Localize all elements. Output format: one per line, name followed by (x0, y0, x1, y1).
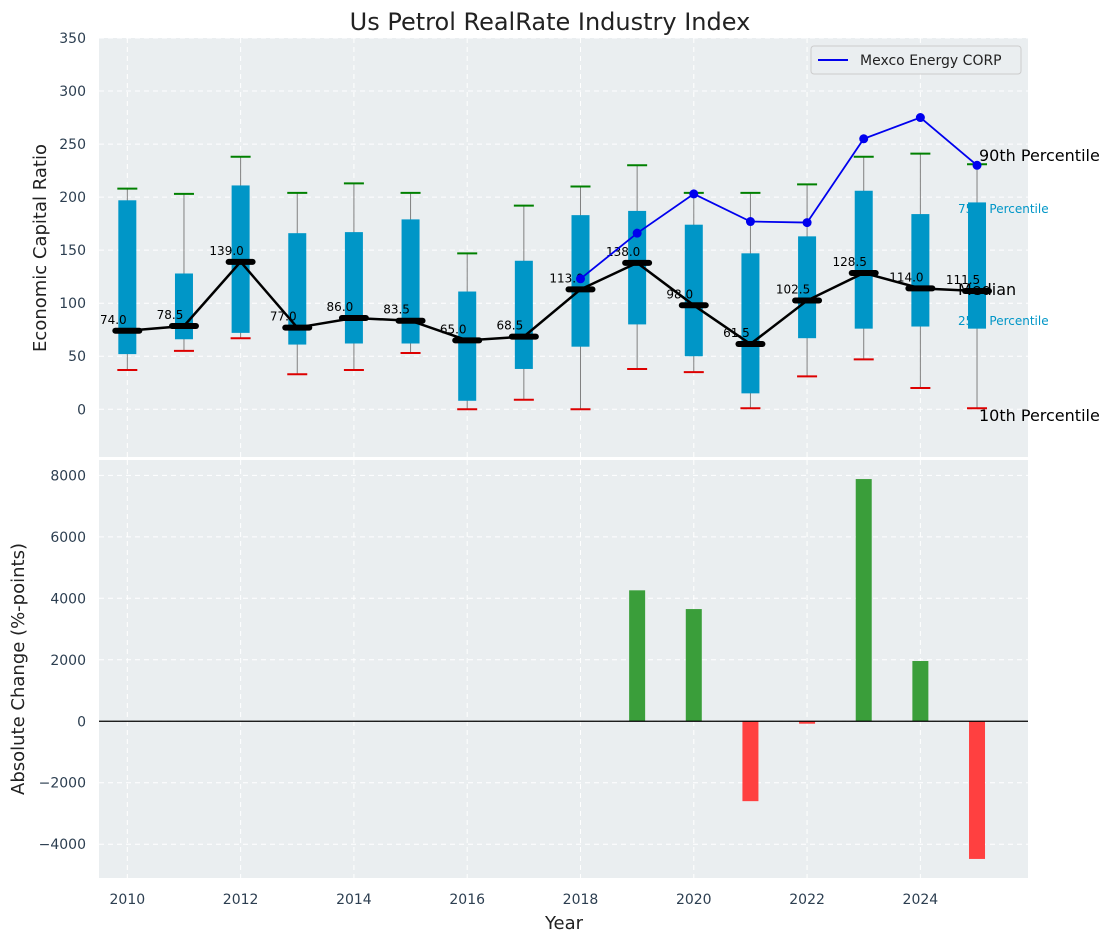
x-tick-label: 2024 (903, 892, 939, 908)
company-point (745, 217, 755, 227)
top-y-tick-label: 50 (68, 349, 86, 365)
iqr-box (344, 232, 363, 344)
company-series (575, 113, 982, 284)
median-value-label: 65.0 (440, 322, 467, 336)
median-value-label: 77.0 (270, 310, 297, 324)
company-point (972, 160, 982, 170)
company-point (915, 113, 925, 123)
company-point (859, 134, 869, 144)
company-point (632, 228, 642, 238)
company-line (579, 116, 978, 280)
median-value-label: 102.5 (776, 283, 810, 297)
top-y-axis-label: Economic Capital Ratio (30, 144, 51, 352)
bottom-panel-background (99, 460, 1028, 878)
median-annotation: Median (958, 280, 1016, 299)
bottom-y-ticks: −4000 −2000 0 2000 4000 6000 8000 (39, 468, 86, 853)
iqr-box (514, 260, 533, 369)
bottom-y-tick-label: 6000 (50, 530, 86, 546)
x-axis-label: Year (544, 913, 584, 934)
median-value-label: 74.0 (100, 313, 127, 327)
x-tick-label: 2016 (449, 892, 485, 908)
top-y-tick-label: 300 (59, 84, 86, 100)
median-value-label: 139.0 (209, 244, 243, 258)
legend-entry-company: Mexco Energy CORP (860, 53, 1002, 69)
iqr-box (854, 190, 873, 329)
bottom-y-tick-label: 0 (77, 714, 86, 730)
bottom-y-tick-label: −4000 (39, 837, 86, 853)
top-y-tick-label: 200 (59, 190, 86, 206)
change-bar (969, 721, 986, 859)
top-y-tick-label: 0 (77, 402, 86, 418)
chart-title: Us Petrol RealRate Industry Index (350, 8, 751, 36)
legend-frame (810, 45, 1022, 75)
bottom-y-tick-label: −2000 (39, 776, 86, 792)
bottom-y-axis-label: Absolute Change (%-points) (8, 543, 29, 795)
p10-annotation: 10th Percentile (979, 406, 1100, 425)
change-bar (742, 721, 759, 802)
iqr-box (741, 253, 760, 394)
median-value-label: 113.0 (549, 271, 583, 285)
top-y-tick-label: 350 (59, 31, 86, 47)
median-value-label: 83.5 (383, 303, 410, 317)
median-value-label: 128.5 (833, 255, 867, 269)
p75-annotation: 75th Percentile (958, 202, 1049, 216)
median-value-label: 61.5 (723, 326, 750, 340)
bottom-y-tick-label: 4000 (50, 591, 86, 607)
iqr-box (628, 210, 647, 325)
bottom-y-tick-label: 2000 (50, 653, 86, 669)
top-y-tick-label: 150 (59, 243, 86, 259)
company-point (689, 189, 699, 199)
x-tick-label: 2022 (789, 892, 825, 908)
median-line (127, 259, 978, 346)
change-bar (799, 721, 816, 724)
median-value-label: 138.0 (606, 245, 640, 259)
company-point (802, 218, 812, 228)
iqr-box (288, 233, 307, 345)
x-ticks: 2010 2012 2014 2016 2018 2020 2022 2024 (110, 892, 939, 908)
x-tick-label: 2010 (110, 892, 146, 908)
x-tick-label: 2018 (563, 892, 599, 908)
median-value-label: 111.5 (946, 273, 980, 287)
iqr-box (798, 236, 817, 339)
median-series: 74.0 78.5 139.0 77.0 86.0 83.5 65.0 68.5 113.0 13… (100, 244, 993, 348)
top-y-tick-label: 250 (59, 137, 86, 153)
percentile-annotations: 90th Percentile 75th Percentile Median 2… (958, 146, 1100, 425)
median-value-label: 86.0 (327, 300, 354, 314)
change-bar (912, 661, 929, 722)
iqr-box (458, 291, 477, 401)
top-boxplots (117, 152, 988, 411)
iqr-box (174, 273, 193, 340)
bottom-y-tick-label: 8000 (50, 468, 86, 484)
x-tick-label: 2014 (336, 892, 372, 908)
x-tick-label: 2020 (676, 892, 712, 908)
median-value-label: 78.5 (157, 308, 184, 322)
change-bar (629, 590, 646, 722)
iqr-box (118, 200, 137, 355)
top-panel-background (99, 38, 1028, 457)
median-value-label: 114.0 (889, 270, 923, 284)
p25-annotation: 25th Percentile (958, 314, 1049, 328)
iqr-box (401, 219, 420, 344)
change-bar (685, 609, 702, 722)
top-y-tick-label: 100 (59, 296, 86, 312)
p90-annotation: 90th Percentile (979, 146, 1100, 165)
x-tick-label: 2012 (223, 892, 259, 908)
iqr-box (968, 202, 987, 329)
legend: Mexco Energy CORP (810, 45, 1022, 75)
company-point (575, 274, 585, 284)
iqr-box (911, 214, 930, 327)
change-bar (855, 479, 872, 722)
iqr-box (684, 224, 703, 357)
top-y-ticks: 0 50 100 150 200 250 300 350 (59, 31, 86, 418)
median-value-label: 98.0 (666, 287, 693, 301)
median-value-label: 68.5 (496, 319, 523, 333)
change-bars (99, 479, 1028, 859)
